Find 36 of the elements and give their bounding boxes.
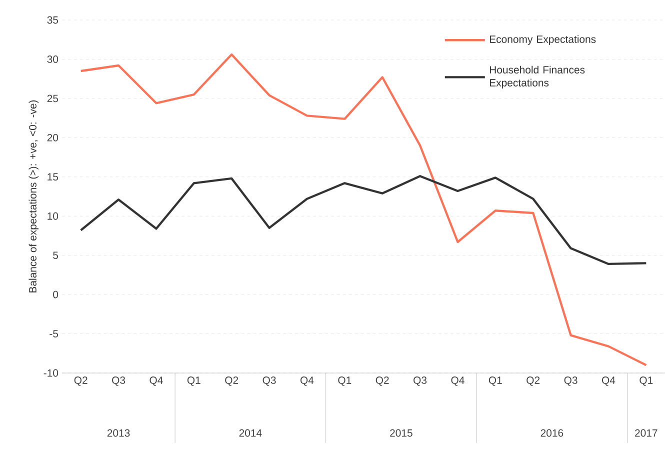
x-tick-label: Q2 (526, 376, 540, 386)
text: 2017 (635, 429, 658, 437)
y-tick-label: 10 (48, 212, 58, 220)
x-tick-label: Q2 (74, 376, 88, 386)
x-tick-label: Q2 (225, 376, 238, 386)
line-series (80, 53, 648, 366)
y-tick-label: 25 (47, 94, 58, 102)
x-tick-label: Q3 (112, 376, 126, 386)
x-tick-label: Q3 (262, 376, 276, 386)
y-tick-label: 15 (48, 173, 58, 181)
x-tick-label: Q4 (451, 376, 464, 386)
y-axis-title: Balance of expectations (>): +ve, <0: -ve) (28, 100, 39, 292)
line-series (80, 175, 648, 266)
y-tick-label: 0 (53, 290, 58, 298)
y-tick-label: -10 (44, 369, 58, 377)
y-tick-label: 30 (47, 56, 58, 63)
text: 2013 (107, 429, 130, 437)
legend-label: Economy Expectations (490, 35, 596, 45)
text: 2014 (239, 429, 262, 437)
y-tick-label: 20 (47, 134, 58, 142)
x-tick-label: Q3 (564, 376, 578, 386)
x-tick-label: Q1 (187, 376, 200, 386)
x-tick-label: Q4 (150, 376, 163, 386)
y-tick-label: -5 (50, 330, 58, 338)
text: 2015 (390, 429, 412, 437)
legend-label: Household Finances Expectations (490, 66, 585, 89)
y-tick-label: 5 (53, 252, 58, 259)
x-tick-label: Q4 (300, 376, 314, 386)
x-tick-label: Q4 (602, 376, 616, 386)
x-tick-label: Q1 (338, 376, 352, 386)
x-tick-label: Q1 (640, 376, 653, 386)
y-tick-label: 35 (47, 16, 58, 24)
text: 2016 (540, 429, 564, 437)
x-tick-label: Q1 (488, 376, 502, 386)
x-tick-label: Q2 (376, 376, 389, 386)
x-tick-label: Q3 (414, 376, 427, 386)
